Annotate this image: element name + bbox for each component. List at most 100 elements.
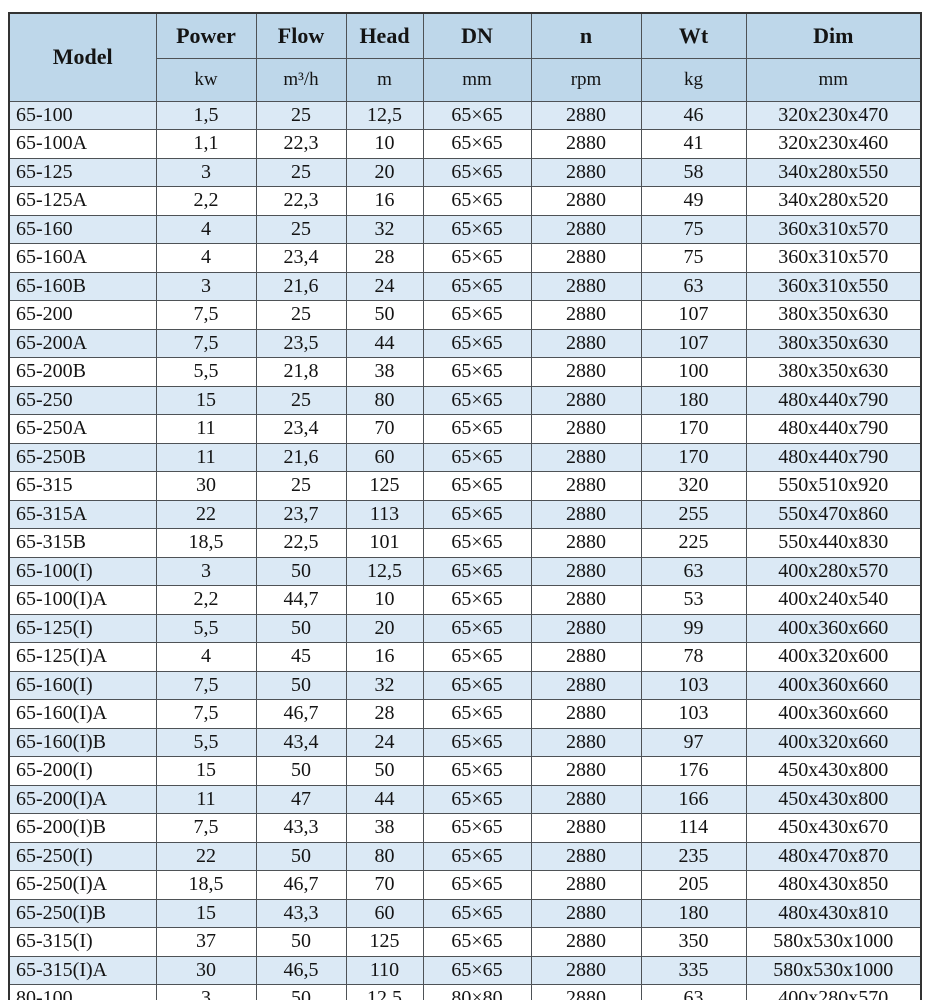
col-header-power: Power [155, 12, 257, 59]
cell-head: 32 [345, 214, 424, 244]
cell-dn: 65×65 [422, 813, 532, 843]
cell-n: 2880 [530, 727, 642, 757]
cell-n: 2880 [530, 699, 642, 729]
cell-flow: 25 [255, 157, 347, 187]
table-row: 65-125 3 25 20 65×65 2880 58 340x280x550 [8, 157, 922, 187]
cell-dim: 400x360x660 [745, 699, 922, 729]
cell-model: 65-160 [8, 214, 157, 244]
cell-wt: 100 [640, 357, 747, 387]
table-row: 65-250 15 25 80 65×65 2880 180 480x440x790 [8, 385, 922, 415]
cell-head: 10 [345, 129, 424, 159]
cell-dn: 65×65 [422, 756, 532, 786]
cell-n: 2880 [530, 328, 642, 358]
cell-dn: 65×65 [422, 585, 532, 615]
cell-wt: 235 [640, 841, 747, 871]
cell-flow: 44,7 [255, 585, 347, 615]
col-header-head: Head [345, 12, 424, 59]
cell-power: 5,5 [155, 613, 257, 643]
cell-model: 65-125A [8, 186, 157, 216]
cell-dn: 65×65 [422, 214, 532, 244]
cell-dim: 450x430x800 [745, 756, 922, 786]
cell-n: 2880 [530, 955, 642, 985]
cell-flow: 25 [255, 471, 347, 501]
cell-power: 22 [155, 499, 257, 529]
cell-flow: 25 [255, 214, 347, 244]
col-header-dim: Dim [745, 12, 922, 59]
cell-dim: 450x430x800 [745, 784, 922, 814]
cell-model: 65-125 [8, 157, 157, 187]
cell-dim: 400x280x570 [745, 556, 922, 586]
cell-flow: 23,5 [255, 328, 347, 358]
cell-wt: 75 [640, 214, 747, 244]
cell-power: 7,5 [155, 699, 257, 729]
cell-n: 2880 [530, 100, 642, 130]
cell-flow: 23,7 [255, 499, 347, 529]
cell-power: 18,5 [155, 870, 257, 900]
cell-dim: 400x360x660 [745, 613, 922, 643]
cell-flow: 21,8 [255, 357, 347, 387]
cell-dn: 65×65 [422, 927, 532, 957]
table-row: 65-250A 11 23,4 70 65×65 2880 170 480x440x790 [8, 414, 922, 444]
col-header-dn: DN [422, 12, 532, 59]
cell-head: 60 [345, 898, 424, 928]
cell-flow: 22,3 [255, 129, 347, 159]
col-header-flow: Flow [255, 12, 347, 59]
cell-wt: 103 [640, 699, 747, 729]
table-row: 65-160B 3 21,6 24 65×65 2880 63 360x310x550 [8, 271, 922, 301]
cell-n: 2880 [530, 613, 642, 643]
cell-flow: 50 [255, 556, 347, 586]
cell-n: 2880 [530, 129, 642, 159]
cell-wt: 49 [640, 186, 747, 216]
cell-head: 44 [345, 784, 424, 814]
cell-wt: 225 [640, 528, 747, 558]
cell-wt: 114 [640, 813, 747, 843]
cell-head: 28 [345, 699, 424, 729]
cell-head: 28 [345, 243, 424, 273]
cell-power: 7,5 [155, 670, 257, 700]
cell-flow: 50 [255, 756, 347, 786]
cell-head: 12,5 [345, 556, 424, 586]
table-row: 65-160A 4 23,4 28 65×65 2880 75 360x310x570 [8, 243, 922, 273]
cell-n: 2880 [530, 841, 642, 871]
cell-flow: 22,3 [255, 186, 347, 216]
cell-dim: 480x430x850 [745, 870, 922, 900]
unit-power: kw [155, 57, 257, 102]
cell-model: 65-100 [8, 100, 157, 130]
cell-head: 80 [345, 841, 424, 871]
cell-model: 65-315(I) [8, 927, 157, 957]
table-row: 65-125A 2,2 22,3 16 65×65 2880 49 340x280x520 [8, 186, 922, 216]
table-row: 65-100A 1,1 22,3 10 65×65 2880 41 320x230x460 [8, 129, 922, 159]
cell-n: 2880 [530, 528, 642, 558]
cell-n: 2880 [530, 186, 642, 216]
cell-n: 2880 [530, 927, 642, 957]
cell-wt: 255 [640, 499, 747, 529]
cell-dim: 580x530x1000 [745, 927, 922, 957]
cell-n: 2880 [530, 984, 642, 1000]
table-row: 65-315A 22 23,7 113 65×65 2880 255 550x470x860 [8, 499, 922, 529]
cell-flow: 50 [255, 841, 347, 871]
cell-dim: 380x350x630 [745, 357, 922, 387]
cell-n: 2880 [530, 813, 642, 843]
cell-head: 50 [345, 300, 424, 330]
unit-dn: mm [422, 57, 532, 102]
col-header-n: n [530, 12, 642, 59]
cell-power: 5,5 [155, 727, 257, 757]
cell-n: 2880 [530, 670, 642, 700]
cell-wt: 335 [640, 955, 747, 985]
cell-dn: 65×65 [422, 613, 532, 643]
cell-n: 2880 [530, 784, 642, 814]
cell-wt: 41 [640, 129, 747, 159]
cell-wt: 46 [640, 100, 747, 130]
cell-dn: 65×65 [422, 271, 532, 301]
cell-dn: 65×65 [422, 499, 532, 529]
cell-dn: 65×65 [422, 471, 532, 501]
cell-model: 65-315A [8, 499, 157, 529]
cell-power: 3 [155, 271, 257, 301]
cell-power: 2,2 [155, 585, 257, 615]
table-body: 65-100 1,5 25 12,5 65×65 2880 46 320x230x470 65-… [8, 100, 922, 1000]
cell-model: 65-250B [8, 442, 157, 472]
table-row: 65-100(I)A 2,2 44,7 10 65×65 2880 53 400x240x54… [8, 585, 922, 615]
cell-power: 11 [155, 784, 257, 814]
cell-head: 125 [345, 471, 424, 501]
cell-dim: 320x230x460 [745, 129, 922, 159]
